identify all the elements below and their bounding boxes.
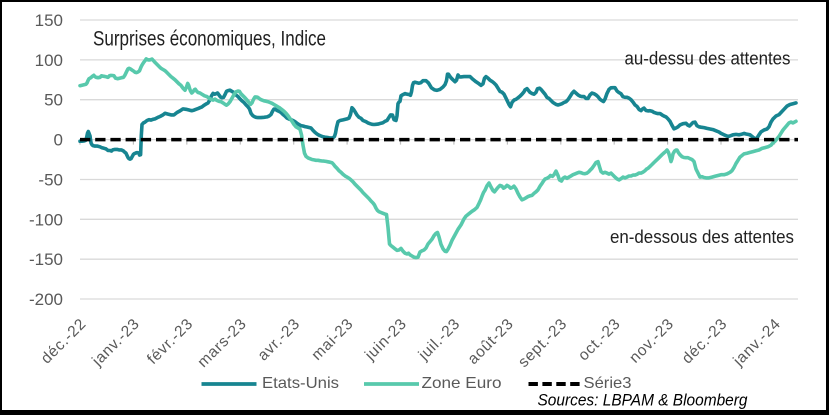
svg-text:au-dessu des attentes: au-dessu des attentes [625, 49, 791, 69]
svg-text:0: 0 [54, 131, 63, 150]
svg-text:Etats-Unis: Etats-Unis [262, 375, 339, 392]
svg-text:-50: -50 [38, 171, 63, 190]
svg-text:Surprises économiques, Indice: Surprises économiques, Indice [93, 28, 326, 51]
svg-text:Zone Euro: Zone Euro [422, 375, 502, 392]
svg-text:100: 100 [35, 51, 63, 70]
svg-text:Sources: LBPAM & Bloomberg: Sources: LBPAM & Bloomberg [538, 392, 749, 410]
svg-text:-200: -200 [29, 290, 63, 309]
svg-text:en-dessous des attentes: en-dessous des attentes [610, 227, 794, 247]
svg-text:-150: -150 [29, 250, 63, 269]
svg-text:-100: -100 [29, 210, 63, 229]
svg-text:50: 50 [44, 91, 63, 110]
svg-text:150: 150 [35, 11, 63, 30]
svg-text:Série3: Série3 [584, 375, 632, 392]
